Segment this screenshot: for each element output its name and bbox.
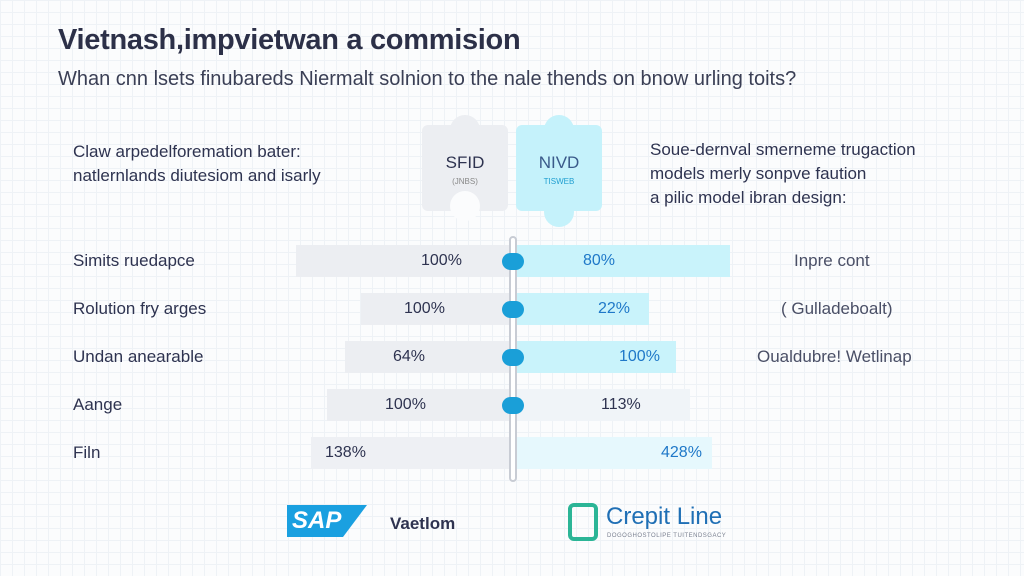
category-label: Undan anearable xyxy=(73,347,204,366)
bar-value: 428% xyxy=(661,444,702,461)
bar-value: 100% xyxy=(421,252,462,269)
right-bar: 22% xyxy=(513,293,649,325)
desc-line: Claw arpedelforemation bater: xyxy=(73,142,301,161)
sap-logo: SAP xyxy=(287,505,367,537)
right-label: ( Gulladeboalt) xyxy=(781,299,893,318)
desc-line: natlernlands diutesiom and isarly xyxy=(73,166,321,185)
brand-name: Crepit Line xyxy=(606,503,723,530)
right-bar: 100% xyxy=(513,341,676,373)
puzzle-sub: TISWEB xyxy=(543,177,575,186)
page-title: Vietnash,impvietwan a commision xyxy=(58,24,521,56)
bar-value: 100% xyxy=(385,396,426,413)
right-label: Oualdubre! Wetlinap xyxy=(757,347,912,366)
right-description: Soue-dernval smerneme trugaction models … xyxy=(650,138,916,210)
left-bar: 100% xyxy=(327,389,513,421)
category-label: Rolution fry arges xyxy=(73,299,207,318)
axis-marker-icon xyxy=(502,301,524,318)
page-subtitle: Whan cnn lsets finubareds Niermalt solni… xyxy=(58,68,797,90)
bar-value: 80% xyxy=(583,252,616,269)
bar-value: 64% xyxy=(393,348,426,365)
bar-value: 22% xyxy=(598,300,631,317)
crepit-logo-icon xyxy=(568,503,598,541)
right-bar: 428% xyxy=(513,437,712,469)
left-bar: 100% xyxy=(361,293,513,325)
bar-value: 100% xyxy=(619,348,660,365)
category-label: Filn xyxy=(73,443,101,462)
brand-tagline: DOGOGHOSTOLIPE TUITENDSGACY xyxy=(607,533,727,539)
right-label: Inpre cont xyxy=(794,251,870,270)
left-bar: 64% xyxy=(345,341,513,373)
desc-line: Soue-dernval smerneme trugaction xyxy=(650,140,916,159)
bar-value: 138% xyxy=(325,444,366,461)
right-bar: 113% xyxy=(513,389,690,421)
puzzle-piece-left: SFID (JNBS) xyxy=(422,115,508,221)
bar-value: 113% xyxy=(601,396,641,413)
puzzle-label: NIVD xyxy=(538,153,580,172)
axis-marker-icon xyxy=(502,349,524,366)
puzzle-label: SFID xyxy=(445,153,485,172)
axis-marker-icon xyxy=(502,253,524,270)
left-bar: 100% xyxy=(296,245,513,277)
category-label: Simits ruedapce xyxy=(73,251,195,270)
axis-marker-icon xyxy=(502,397,524,414)
desc-line: models merly sonpve faution xyxy=(650,164,867,183)
category-label: Aange xyxy=(73,395,123,414)
left-bar: 138% xyxy=(311,437,513,469)
right-bar: 80% xyxy=(513,245,730,277)
puzzle-piece-right: NIVD TISWEB xyxy=(516,115,602,227)
puzzle-sub: (JNBS) xyxy=(452,177,478,186)
bar-value: 100% xyxy=(404,300,445,317)
desc-line: a pilic model ibran design: xyxy=(650,188,847,207)
left-description: Claw arpedelforemation bater: natlernlan… xyxy=(73,140,321,188)
partner-name: Vaetlom xyxy=(390,514,456,533)
